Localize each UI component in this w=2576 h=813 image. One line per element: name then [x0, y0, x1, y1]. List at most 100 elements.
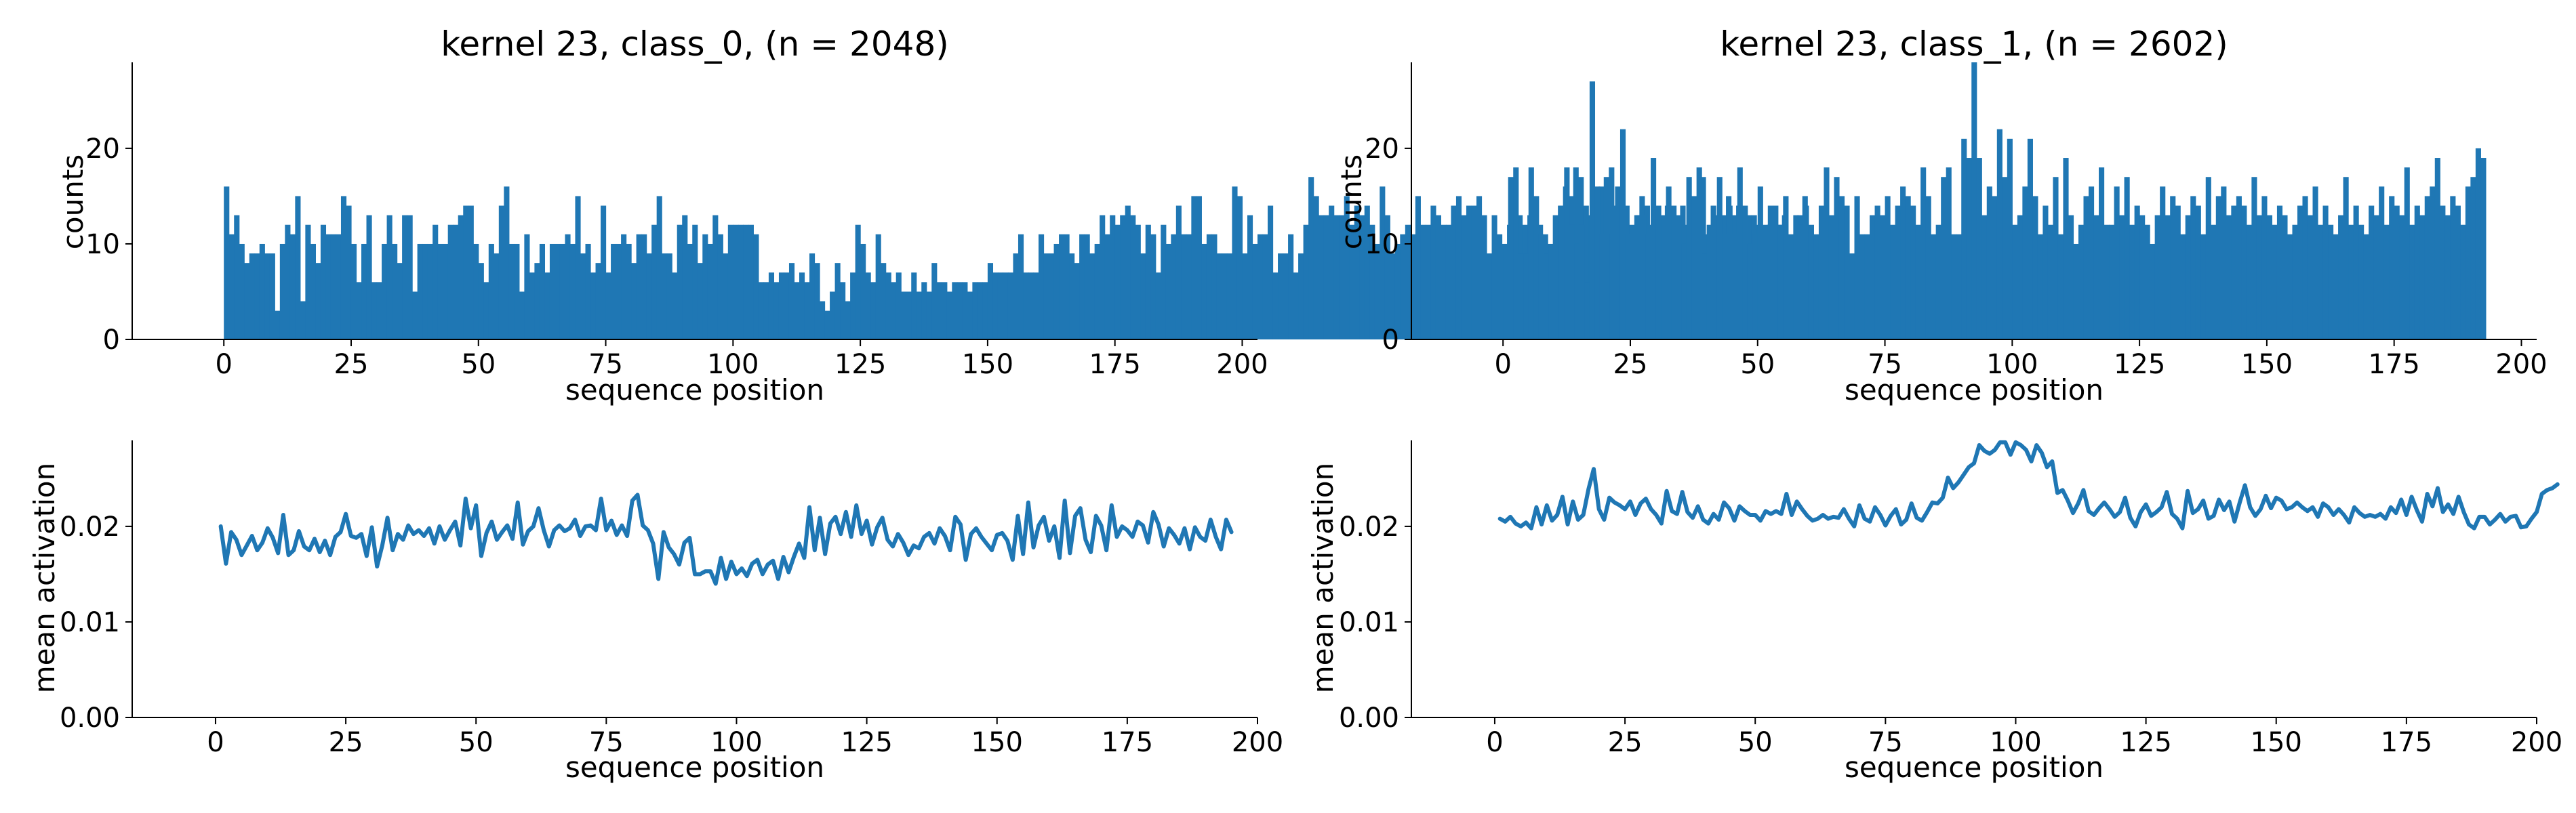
histogram-bar: [2383, 224, 2390, 339]
histogram-bar: [2312, 186, 2318, 339]
histogram-bar: [1064, 234, 1070, 339]
histogram-bar: [2369, 205, 2375, 339]
histogram-bar: [249, 253, 255, 339]
histogram-bar: [1615, 186, 1621, 339]
histogram-bar: [2419, 215, 2426, 339]
histogram-bar: [697, 263, 703, 339]
x-tick-label: 0: [1486, 727, 1503, 758]
histogram-bar: [2318, 224, 2324, 339]
y-axis-ticks: 0 10 20: [1365, 133, 1411, 356]
histogram-bar: [1247, 215, 1253, 339]
histogram-bar: [1783, 196, 1789, 339]
histogram-bar: [901, 291, 907, 339]
histogram-bar: [2363, 234, 2369, 339]
histogram-bar: [2012, 224, 2018, 339]
histogram-bar: [2272, 224, 2278, 339]
x-tick-label: 175: [1102, 727, 1153, 758]
histogram-bar: [1605, 234, 1611, 339]
histogram-bar: [1671, 205, 1677, 339]
histogram-bar: [1226, 253, 1233, 339]
histogram-bar: [1777, 224, 1784, 339]
histogram-bar: [350, 243, 357, 339]
histogram-bar: [1079, 234, 1085, 339]
histogram-bar: [289, 234, 296, 339]
histogram-bar: [2047, 224, 2054, 339]
histogram-bar: [1528, 167, 1534, 339]
histogram-bar: [2282, 215, 2288, 339]
x-tick-label: 150: [2251, 727, 2302, 758]
histogram-bar: [1574, 243, 1580, 339]
histogram-bar: [1920, 167, 1927, 339]
histogram-bar: [1773, 205, 1779, 339]
histogram-bar: [2109, 224, 2115, 339]
histogram-bar: [575, 196, 581, 339]
x-axis-label: sequence position: [1845, 373, 2104, 406]
histogram-bar: [962, 282, 968, 339]
histogram-bar: [1951, 234, 1957, 339]
histogram-bar: [2460, 224, 2466, 339]
y-tick-label: 0: [1382, 325, 1399, 356]
histogram-bar: [1630, 234, 1636, 339]
histogram-bar: [916, 291, 922, 339]
histogram-bar: [1686, 177, 1692, 339]
histogram-bar: [677, 224, 683, 339]
x-tick-label: 200: [2511, 727, 2562, 758]
histogram-bar: [1569, 224, 1575, 339]
histogram-bar: [325, 234, 331, 339]
histogram-bar: [2211, 224, 2217, 339]
histogram-bar: [1394, 243, 1401, 339]
histogram-bar: [285, 224, 291, 339]
histogram-bar: [2444, 215, 2451, 339]
histogram-bar: [1308, 177, 1314, 339]
histogram-bar: [1140, 253, 1146, 339]
histogram-bar: [692, 224, 698, 339]
histogram-bar: [279, 243, 285, 339]
histogram-bar: [1339, 215, 1345, 339]
histogram-bar: [432, 224, 439, 339]
y-tick-label: 0.02: [1339, 512, 1399, 543]
histogram-bar: [1441, 224, 1447, 339]
mean-activation-line: [1497, 440, 2560, 530]
histogram-bar: [1110, 215, 1116, 339]
histogram-bar: [2104, 224, 2110, 339]
histogram-bar: [524, 234, 530, 339]
histogram-bar: [2470, 177, 2476, 339]
histogram-bar: [2057, 234, 2064, 339]
histogram-bar: [422, 243, 428, 339]
histogram-bar: [601, 205, 607, 339]
histogram-bar: [2480, 158, 2487, 339]
histogram-bar: [2409, 224, 2415, 339]
histogram-bar: [1039, 234, 1045, 339]
histogram-bar: [763, 282, 769, 339]
histogram-bar: [555, 243, 561, 339]
histogram-bar: [1018, 234, 1024, 339]
histogram-bar: [1895, 205, 1901, 339]
histogram-bar: [2322, 205, 2329, 339]
histogram-bar: [885, 272, 891, 339]
histogram-bar: [611, 243, 617, 339]
histogram-bar: [1696, 167, 1702, 339]
histogram-bar: [376, 282, 382, 339]
histogram-bar: [2333, 234, 2339, 339]
histogram-bar: [1788, 234, 1794, 339]
histogram-bar: [1415, 196, 1421, 339]
y-axis-label: counts: [1335, 154, 1368, 249]
histogram-bar: [1691, 196, 1697, 339]
x-tick-label: 25: [329, 727, 363, 758]
histogram-bar: [1890, 224, 1896, 339]
histogram-bar: [259, 243, 265, 339]
histogram-bar: [1232, 186, 1238, 339]
histogram-bar: [2089, 186, 2095, 339]
histogram-bar: [1278, 253, 1284, 339]
histogram-bar: [788, 263, 795, 339]
histogram-bar: [895, 272, 902, 339]
histogram-bar: [1747, 243, 1753, 339]
histogram-bar: [1589, 81, 1596, 340]
histogram-bar: [1323, 215, 1329, 339]
histogram-bar: [1818, 205, 1825, 339]
histogram-bar: [254, 253, 260, 339]
histogram-bar: [504, 186, 510, 339]
y-axis-label: mean activation: [1306, 463, 1340, 693]
histogram-bar: [336, 234, 342, 339]
histogram-bar: [860, 243, 866, 339]
